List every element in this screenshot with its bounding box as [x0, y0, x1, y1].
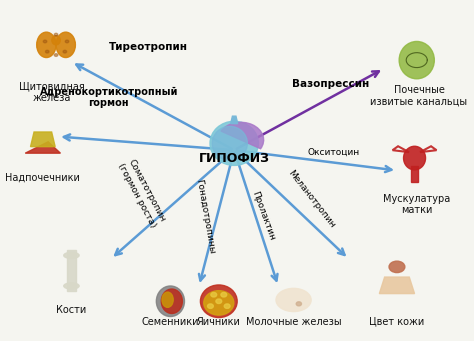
- Ellipse shape: [210, 121, 258, 165]
- Text: Цвет кожи: Цвет кожи: [369, 317, 425, 327]
- Text: Адренокортикотропный
гормон: Адренокортикотропный гормон: [39, 87, 178, 108]
- Text: Почечные
извитые канальцы: Почечные извитые канальцы: [370, 85, 467, 107]
- Bar: [67, 250, 76, 291]
- Ellipse shape: [55, 33, 58, 36]
- Ellipse shape: [56, 32, 75, 58]
- Ellipse shape: [156, 286, 184, 316]
- Text: Надпочечники: Надпочечники: [5, 172, 80, 182]
- Text: Соматотропин
(гормон роста): Соматотропин (гормон роста): [117, 157, 167, 229]
- Ellipse shape: [389, 261, 405, 272]
- Ellipse shape: [296, 302, 301, 306]
- Ellipse shape: [162, 292, 173, 307]
- Ellipse shape: [55, 54, 58, 56]
- Ellipse shape: [201, 285, 237, 317]
- Ellipse shape: [65, 40, 69, 43]
- Ellipse shape: [52, 35, 60, 45]
- Ellipse shape: [399, 42, 434, 79]
- Wedge shape: [221, 122, 264, 149]
- Text: Гонадотропины: Гонадотропины: [195, 178, 217, 254]
- Polygon shape: [25, 142, 61, 153]
- Ellipse shape: [204, 291, 234, 315]
- Ellipse shape: [64, 283, 79, 289]
- Polygon shape: [231, 116, 238, 124]
- Ellipse shape: [212, 127, 247, 160]
- Ellipse shape: [224, 304, 230, 308]
- Ellipse shape: [208, 304, 213, 308]
- Ellipse shape: [211, 293, 217, 297]
- Ellipse shape: [63, 50, 67, 53]
- Ellipse shape: [276, 288, 311, 312]
- Text: Кости: Кости: [56, 305, 87, 315]
- Polygon shape: [30, 132, 55, 147]
- Ellipse shape: [46, 50, 49, 53]
- Ellipse shape: [221, 293, 227, 297]
- Ellipse shape: [64, 252, 79, 258]
- Ellipse shape: [216, 299, 222, 303]
- Text: Пролактин: Пролактин: [250, 190, 276, 242]
- Text: Яичники: Яичники: [197, 317, 241, 327]
- Bar: [411, 166, 418, 182]
- Text: Семенники: Семенники: [142, 317, 199, 327]
- Text: Молочные железы: Молочные железы: [246, 317, 341, 327]
- Text: Тиреотропин: Тиреотропин: [109, 42, 188, 51]
- Text: Меланотропин: Меланотропин: [286, 169, 337, 230]
- Text: Мускулатура
матки: Мускулатура матки: [383, 194, 450, 215]
- Text: ГИПОФИЗ: ГИПОФИЗ: [199, 152, 270, 165]
- Ellipse shape: [161, 289, 182, 313]
- Ellipse shape: [43, 40, 47, 43]
- Text: Щитовидная
железа: Щитовидная железа: [19, 81, 84, 103]
- Text: Окситоцин: Окситоцин: [307, 147, 359, 156]
- Ellipse shape: [36, 32, 56, 58]
- Polygon shape: [379, 277, 415, 294]
- Ellipse shape: [403, 146, 426, 170]
- Text: Вазопрессин: Вазопрессин: [292, 79, 370, 89]
